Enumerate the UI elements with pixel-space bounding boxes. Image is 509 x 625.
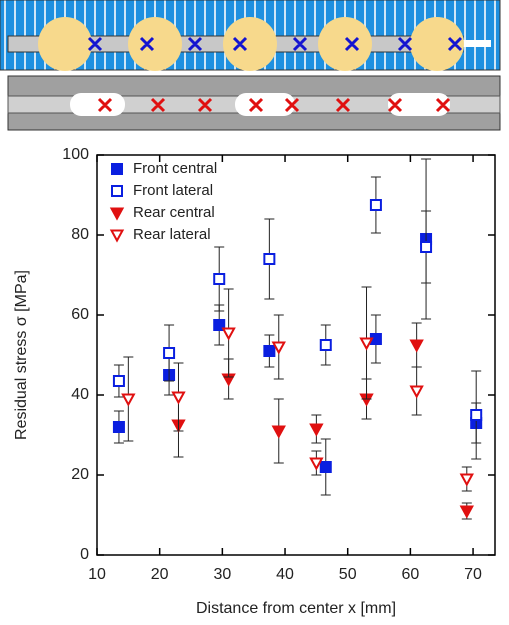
legend-entry: Front central	[111, 160, 217, 177]
x-tick-label: 10	[88, 566, 106, 583]
x-axis-label: Distance from center x [mm]	[196, 600, 396, 617]
legend-label: Rear lateral	[133, 226, 211, 243]
welds	[38, 17, 464, 71]
rod-end	[463, 40, 491, 47]
y-tick-label: 20	[71, 466, 89, 483]
legend-label: Front lateral	[133, 182, 213, 199]
legend-label: Front central	[133, 160, 217, 177]
series	[112, 176, 483, 460]
point	[459, 505, 474, 519]
plot-frame	[96, 154, 496, 556]
specimen-diagram	[0, 0, 501, 131]
point	[470, 409, 483, 421]
point	[111, 163, 123, 175]
x-tick-label: 70	[464, 566, 482, 583]
series	[171, 322, 474, 520]
x-tick-label: 30	[213, 566, 231, 583]
point	[109, 229, 125, 243]
y-tick-label: 60	[71, 306, 89, 323]
point	[369, 199, 382, 211]
point	[309, 457, 324, 471]
legend-entry: Rear central	[109, 204, 215, 221]
point	[221, 327, 236, 341]
point	[359, 337, 374, 351]
point	[409, 339, 424, 353]
point	[111, 185, 123, 197]
point	[213, 273, 226, 285]
y-axis-label: Residual stress σ [MPa]	[13, 270, 30, 440]
point	[121, 393, 136, 407]
point	[409, 385, 424, 399]
point	[213, 319, 226, 331]
point	[112, 421, 125, 433]
point	[163, 347, 176, 359]
point	[271, 341, 286, 355]
point	[171, 391, 186, 405]
point	[459, 473, 474, 487]
x-tick-label: 60	[401, 566, 419, 583]
x-tick-label: 50	[339, 566, 357, 583]
point	[263, 253, 276, 265]
point	[112, 375, 125, 387]
point	[319, 339, 332, 351]
front-points	[87, 36, 463, 52]
legend-entry: Front lateral	[111, 182, 213, 199]
point	[420, 241, 433, 253]
series	[121, 286, 474, 492]
point	[309, 423, 324, 437]
legend-label: Rear central	[133, 204, 215, 221]
y-tick-label: 100	[62, 146, 89, 163]
point	[109, 207, 125, 221]
point	[271, 425, 286, 439]
point	[319, 461, 332, 473]
x-tick-label: 40	[276, 566, 294, 583]
point	[263, 345, 276, 357]
x-tick-label: 20	[151, 566, 169, 583]
y-tick-label: 80	[71, 226, 89, 243]
y-tick-label: 40	[71, 386, 89, 403]
rear-points	[97, 97, 451, 113]
legend-entry: Rear lateral	[109, 226, 211, 243]
y-tick-label: 0	[80, 546, 89, 563]
